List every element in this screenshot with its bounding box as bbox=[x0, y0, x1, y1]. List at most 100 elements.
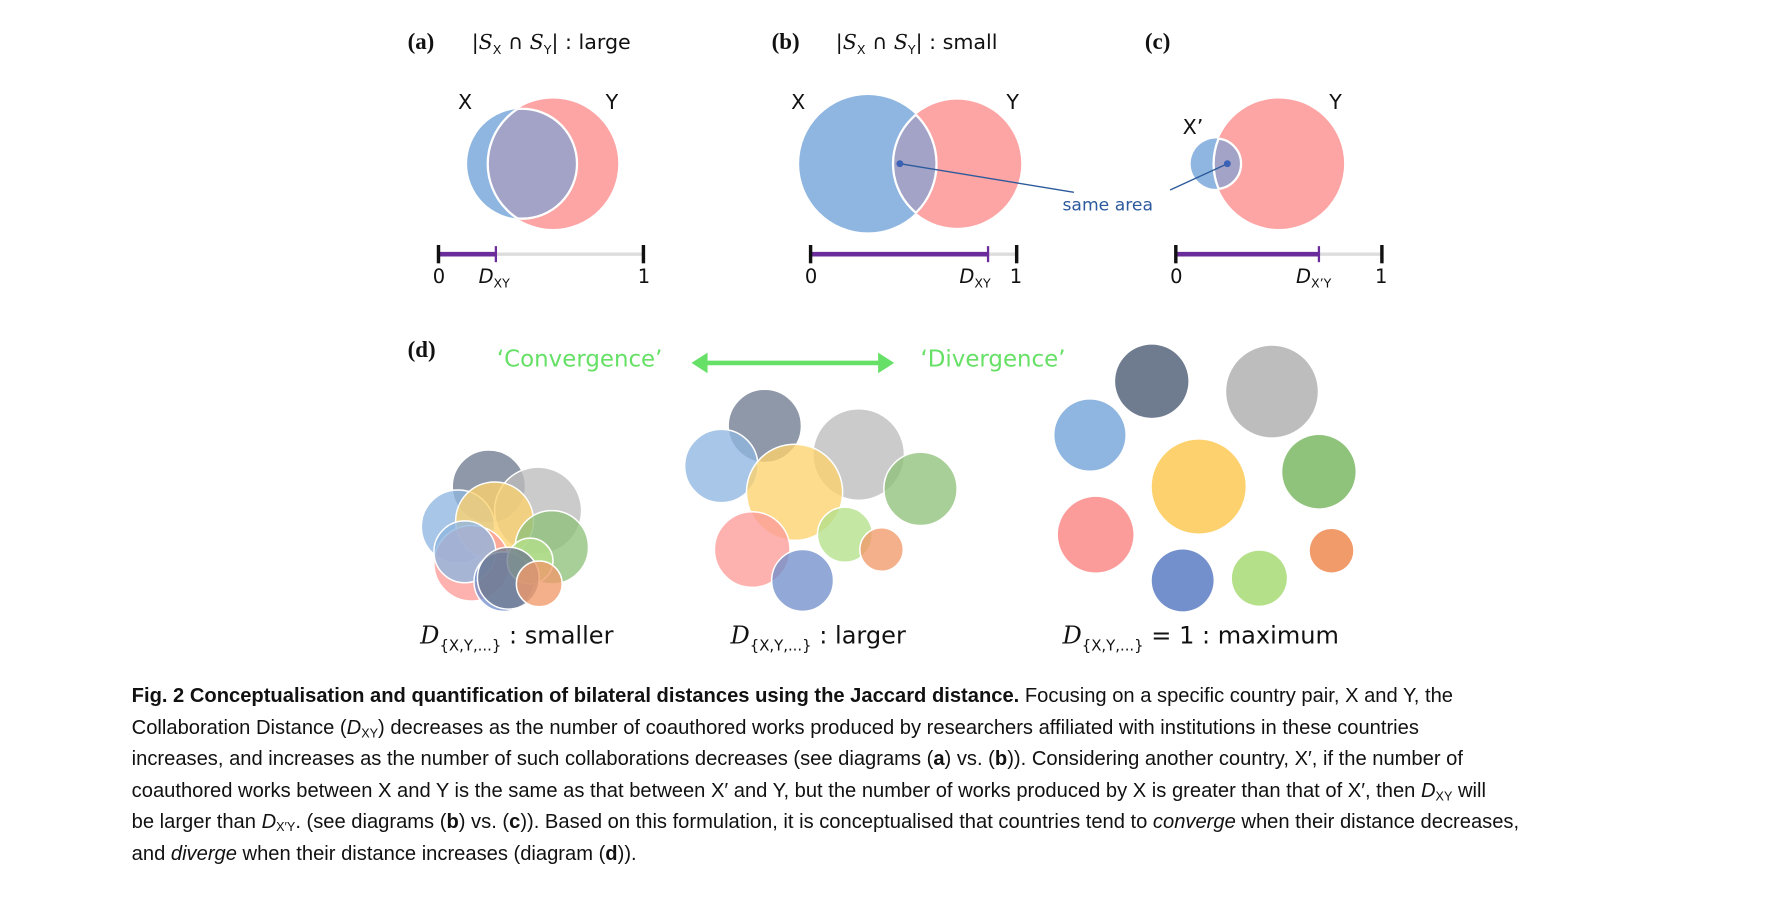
caption-line: Collaboration Distance (DXY) decreases a… bbox=[132, 712, 1689, 744]
caption-line: increases, and increases as the number o… bbox=[132, 743, 1689, 775]
panel-b-intersection-edge bbox=[893, 99, 938, 228]
caption-segment: b bbox=[994, 746, 1008, 770]
country-circle-yellow bbox=[1151, 439, 1246, 534]
country-circle-orange bbox=[515, 560, 563, 608]
caption-segment: c bbox=[509, 809, 521, 833]
caption-segment: Fig. 2 Conceptualisation and quantificat… bbox=[131, 683, 1020, 707]
title-suffix: : small bbox=[929, 30, 998, 55]
d-subscript: X’Y bbox=[1311, 275, 1332, 291]
caption-segment: b bbox=[446, 809, 459, 833]
tick-1: 1 bbox=[1009, 265, 1023, 289]
caption-text: : smaller bbox=[501, 621, 614, 650]
caption-segment: and bbox=[131, 841, 171, 865]
caption-segment: increases, and increases as the number o… bbox=[131, 746, 934, 770]
caption-segment: )). Based on this formulation, it is con… bbox=[520, 809, 1153, 833]
label-x: X bbox=[791, 90, 806, 115]
d-subscript: {X,Y,...} bbox=[439, 637, 502, 655]
set-symbol: S bbox=[529, 30, 544, 55]
annotation-line bbox=[1169, 163, 1228, 191]
panel-b-intersection bbox=[893, 99, 937, 228]
caption-segment: D bbox=[1420, 778, 1436, 802]
caption-segment: XY bbox=[361, 726, 379, 741]
panel-c-label: (c) bbox=[1144, 29, 1171, 55]
panel-a-intersection-edge bbox=[487, 107, 579, 220]
label-y: Y bbox=[1329, 90, 1342, 115]
d-subscript: {X,Y,...} bbox=[1081, 637, 1144, 655]
convergence-label: ‘Convergence’ bbox=[496, 344, 663, 373]
arrow-head-right bbox=[878, 352, 895, 374]
caption-line: Fig. 2 Conceptualisation and quantificat… bbox=[132, 680, 1689, 712]
caption-segment: coauthored works between X and Y is the … bbox=[131, 778, 1421, 802]
panel-a-label: (a) bbox=[407, 29, 435, 55]
caption-line: coauthored works between X and Y is the … bbox=[132, 775, 1689, 807]
caption-segment: ) decreases as the number of coauthored … bbox=[378, 715, 1419, 738]
caption-segment: )). bbox=[617, 841, 637, 865]
panel-b-intersection-edge bbox=[891, 98, 937, 229]
figure-caption: Fig. 2 Conceptualisation and quantificat… bbox=[132, 680, 1689, 870]
caption-segment: ) vs. ( bbox=[458, 809, 510, 833]
title-suffix: : large bbox=[565, 30, 631, 55]
country-circle-dark-blue bbox=[770, 548, 835, 613]
annotation-dot bbox=[896, 160, 904, 168]
set-subscript: Y bbox=[907, 42, 916, 58]
country-circle-green bbox=[1282, 435, 1356, 509]
annotation-line bbox=[899, 163, 1075, 194]
panel-b-title: |SX ∩ SY| : small bbox=[835, 30, 998, 58]
d-subscript: XY bbox=[493, 275, 510, 291]
arrow-head-left bbox=[691, 352, 708, 374]
set-subscript: X bbox=[492, 42, 502, 58]
panel-a-intersection-edge bbox=[486, 108, 578, 219]
label-x-prime: X’ bbox=[1182, 115, 1204, 140]
caption-segment: . (see diagrams ( bbox=[295, 809, 447, 833]
caption-segment: when their distance increases (diagram ( bbox=[236, 841, 606, 865]
intersection-symbol: ∩ bbox=[507, 30, 524, 55]
caption-segment: when their distance decreases, bbox=[1235, 809, 1520, 833]
caption-line: be larger than DX′Y. (see diagrams (b) v… bbox=[132, 806, 1689, 838]
intersection-symbol: ∩ bbox=[872, 30, 888, 55]
label-y: Y bbox=[1006, 90, 1019, 115]
set-subscript: Y bbox=[543, 42, 552, 58]
caption-segment: diverge bbox=[170, 841, 237, 865]
tick-0: 0 bbox=[432, 265, 446, 289]
distance-label: DXY bbox=[959, 266, 990, 291]
d-subscript: {X,Y,...} bbox=[749, 637, 812, 655]
caption-smaller: D{X,Y,...} : smaller bbox=[420, 622, 613, 655]
panel-d-label: (d) bbox=[407, 337, 436, 363]
panel-b-label: (b) bbox=[771, 29, 800, 55]
caption-segment: Focusing on a specific country pair, X a… bbox=[1019, 683, 1453, 707]
caption-segment: D bbox=[346, 715, 362, 738]
country-circle-orange bbox=[1309, 528, 1354, 573]
d-symbol: D bbox=[959, 265, 975, 289]
country-circle-dark-blue bbox=[1151, 549, 1214, 612]
same-area-annotation: same area bbox=[1062, 194, 1154, 216]
caption-text: : larger bbox=[811, 621, 906, 650]
caption-segment: X′Y bbox=[276, 821, 296, 836]
tick-0: 0 bbox=[804, 265, 818, 289]
country-circle-orange bbox=[859, 527, 905, 573]
set-symbol: S bbox=[893, 30, 908, 55]
caption-segment: XY bbox=[1435, 789, 1453, 804]
country-circle-light-green bbox=[1231, 550, 1287, 606]
set-symbol: S bbox=[478, 30, 493, 55]
country-circle-pink bbox=[713, 511, 791, 589]
set-subscript: X bbox=[856, 42, 866, 58]
figure-graphics bbox=[420, 95, 1384, 613]
caption-segment: D bbox=[261, 809, 277, 833]
caption-segment: be larger than bbox=[131, 809, 262, 833]
d-symbol: D bbox=[420, 621, 440, 650]
d-subscript: XY bbox=[974, 275, 991, 291]
label-x: X bbox=[457, 90, 473, 115]
caption-segment: )). Considering another country, X′, if … bbox=[1007, 746, 1463, 770]
d-symbol: D bbox=[478, 265, 494, 289]
country-circle-blue bbox=[1054, 399, 1126, 471]
caption-larger: D{X,Y,...} : larger bbox=[730, 622, 905, 655]
panel-a-intersection bbox=[487, 108, 578, 219]
tick-1: 1 bbox=[1375, 265, 1388, 289]
d-symbol: D bbox=[1062, 621, 1082, 650]
caption-segment: ) vs. ( bbox=[944, 746, 995, 770]
country-circle-pink bbox=[1057, 496, 1134, 573]
tick-1: 1 bbox=[637, 265, 651, 289]
country-circle-gray bbox=[1226, 345, 1318, 438]
caption-line: and diverge when their distance increase… bbox=[132, 838, 1689, 870]
